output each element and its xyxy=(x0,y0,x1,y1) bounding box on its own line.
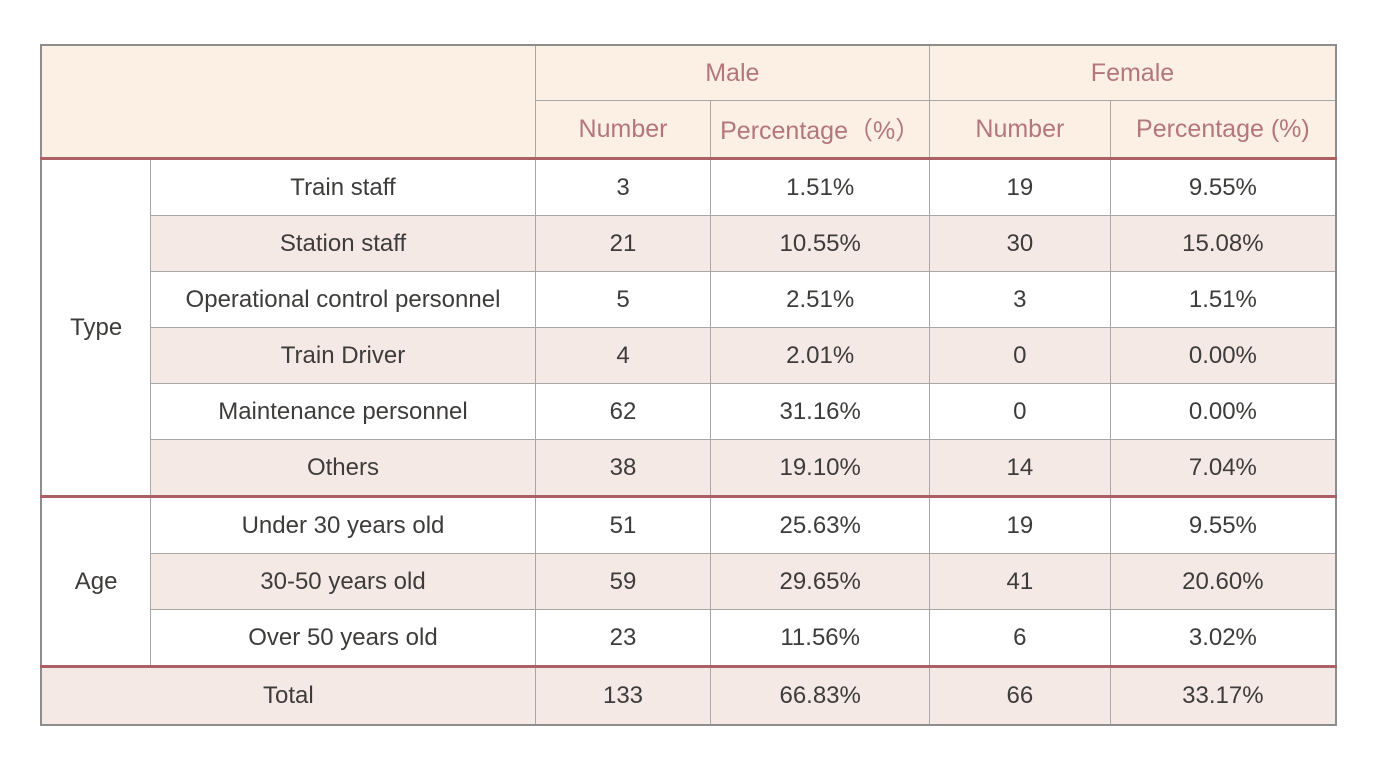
female-percentage-cell: 0.00% xyxy=(1109,327,1337,384)
header-female-number: Number xyxy=(928,100,1111,160)
total-male-percentage-cell: 66.83% xyxy=(710,666,930,726)
male-percentage-cell: 2.01% xyxy=(710,327,930,384)
category-cell: Operational control personnel xyxy=(150,271,536,328)
total-label: Total xyxy=(40,666,536,726)
male-percentage-cell: 2.51% xyxy=(710,271,930,328)
male-percentage-cell: 25.63% xyxy=(710,496,930,554)
male-percentage-cell: 11.56% xyxy=(710,609,930,668)
male-number-cell: 23 xyxy=(534,609,712,668)
header-sub-row: Number Percentage（%） Number Percentage (… xyxy=(41,100,1337,160)
female-number-cell: 30 xyxy=(928,215,1111,272)
header-male: Male xyxy=(534,44,930,101)
male-number-cell: 59 xyxy=(534,553,712,610)
male-percentage-cell: 31.16% xyxy=(710,383,930,440)
male-number-cell: 38 xyxy=(534,439,712,498)
table-row: 30-50 years old 59 29.65% 41 20.60% xyxy=(41,553,1337,610)
male-percentage-cell: 19.10% xyxy=(710,439,930,498)
category-cell: 30-50 years old xyxy=(150,553,536,610)
section-label-type: Type xyxy=(40,158,152,498)
category-cell: Others xyxy=(150,439,536,498)
female-percentage-cell: 7.04% xyxy=(1109,439,1337,498)
male-number-cell: 62 xyxy=(534,383,712,440)
section-label-age: Age xyxy=(40,496,152,668)
female-percentage-cell: 0.00% xyxy=(1109,383,1337,440)
corner-cell xyxy=(40,44,536,160)
female-percentage-cell: 20.60% xyxy=(1109,553,1337,610)
table-row: Type Train staff 3 1.51% 19 9.55% xyxy=(40,158,1337,498)
male-percentage-cell: 10.55% xyxy=(710,215,930,272)
category-cell: Under 30 years old xyxy=(150,496,536,554)
male-number-cell: 21 xyxy=(534,215,712,272)
male-percentage-cell: 1.51% xyxy=(710,158,930,216)
total-male-number-cell: 133 xyxy=(534,666,712,726)
female-number-cell: 19 xyxy=(928,496,1111,554)
header-female-percentage: Percentage (%) xyxy=(1109,100,1337,160)
male-number-cell: 4 xyxy=(534,327,712,384)
female-percentage-cell: 9.55% xyxy=(1109,158,1337,216)
category-cell: Station staff xyxy=(150,215,536,272)
female-number-cell: 0 xyxy=(928,327,1111,384)
total-female-number-cell: 66 xyxy=(928,666,1111,726)
total-row: Total 133 66.83% 66 33.17% xyxy=(40,666,1337,726)
female-number-cell: 3 xyxy=(928,271,1111,328)
table-row: Operational control personnel 5 2.51% 3 … xyxy=(41,271,1337,328)
female-number-cell: 14 xyxy=(928,439,1111,498)
header-female: Female xyxy=(928,44,1337,101)
staff-demographics-table: Male Female Number Percentage（%） Number … xyxy=(40,44,1337,726)
female-number-cell: 6 xyxy=(928,609,1111,668)
female-percentage-cell: 1.51% xyxy=(1109,271,1337,328)
category-cell: Maintenance personnel xyxy=(150,383,536,440)
category-cell: Over 50 years old xyxy=(150,609,536,668)
table-row: Others 38 19.10% 14 7.04% xyxy=(41,439,1337,498)
female-percentage-cell: 3.02% xyxy=(1109,609,1337,668)
category-cell: Train staff xyxy=(150,158,536,216)
female-percentage-cell: 15.08% xyxy=(1109,215,1337,272)
female-percentage-cell: 9.55% xyxy=(1109,496,1337,554)
header-male-percentage: Percentage（%） xyxy=(710,100,930,160)
table-row: Train Driver 4 2.01% 0 0.00% xyxy=(41,327,1337,384)
category-cell: Train Driver xyxy=(150,327,536,384)
table-row: Station staff 21 10.55% 30 15.08% xyxy=(41,215,1337,272)
table-row: Age Under 30 years old 51 25.63% 19 9.55… xyxy=(40,496,1337,668)
header-group-row: Male Female xyxy=(40,44,1337,160)
male-number-cell: 5 xyxy=(534,271,712,328)
table-row: Over 50 years old 23 11.56% 6 3.02% xyxy=(41,609,1337,668)
female-number-cell: 19 xyxy=(928,158,1111,216)
total-female-percentage-cell: 33.17% xyxy=(1109,666,1337,726)
female-number-cell: 0 xyxy=(928,383,1111,440)
female-number-cell: 41 xyxy=(928,553,1111,610)
header-male-number: Number xyxy=(534,100,712,160)
table-row: Maintenance personnel 62 31.16% 0 0.00% xyxy=(41,383,1337,440)
male-number-cell: 3 xyxy=(534,158,712,216)
male-number-cell: 51 xyxy=(534,496,712,554)
male-percentage-cell: 29.65% xyxy=(710,553,930,610)
